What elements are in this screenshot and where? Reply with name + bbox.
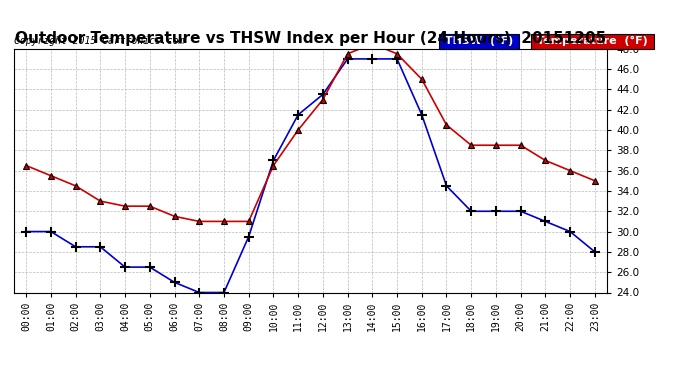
Title: Outdoor Temperature vs THSW Index per Hour (24 Hours)  20151205: Outdoor Temperature vs THSW Index per Ho… [15, 31, 606, 46]
Text: Copyright 2015 Cartronics.com: Copyright 2015 Cartronics.com [14, 36, 184, 46]
Text: THSW  (°F): THSW (°F) [441, 36, 518, 46]
Text: Temperature  (°F): Temperature (°F) [533, 36, 651, 46]
